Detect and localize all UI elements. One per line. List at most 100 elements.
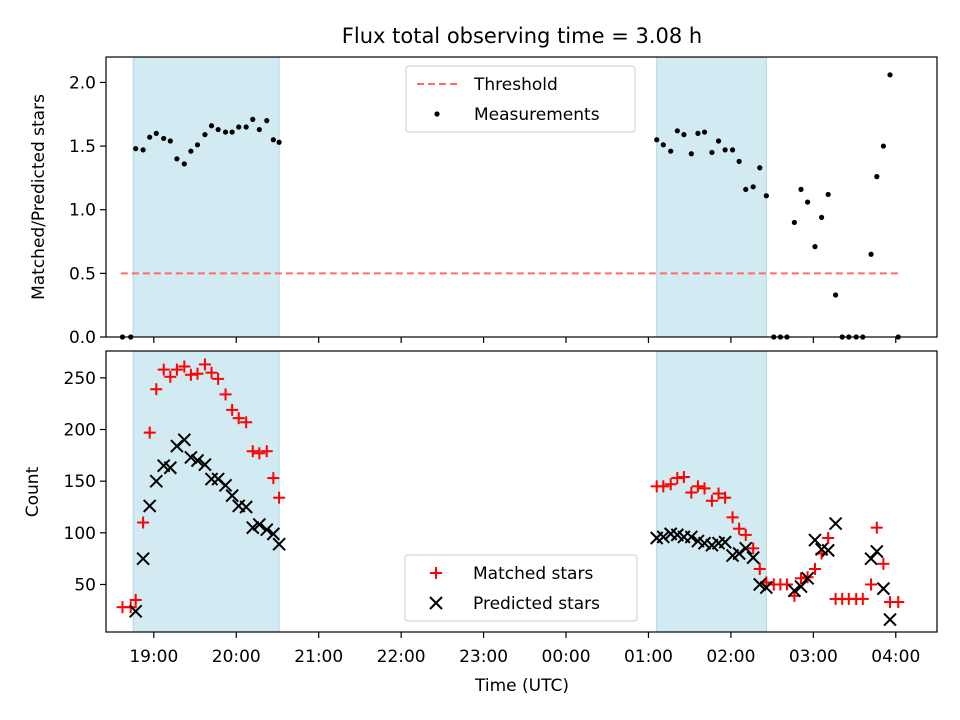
matched-star-marker	[877, 557, 890, 570]
measurement-point	[229, 129, 235, 135]
predicted-star-marker	[787, 583, 802, 598]
measurement-point	[798, 186, 804, 192]
measurement-point	[743, 186, 749, 192]
measurement-point	[194, 142, 201, 148]
matched-star-marker	[712, 487, 725, 500]
top-y-ticks: 0.0 0.5 1.0 1.5 2.0	[69, 73, 106, 348]
top-shaded-interval	[132, 56, 280, 338]
predicted-star-marker	[732, 546, 746, 561]
measurement-point	[250, 116, 256, 122]
measurement-point	[174, 156, 180, 162]
bottom-x-tick-label: 23:00	[459, 647, 508, 667]
measurement-point	[208, 123, 215, 129]
matched-star-marker	[273, 491, 286, 504]
matched-star-marker	[253, 447, 266, 460]
legend-measurements-swatch	[434, 111, 440, 117]
matched-star-marker	[671, 472, 684, 485]
measurement-point	[874, 174, 880, 180]
predicted-star-marker	[800, 571, 815, 585]
matched-star-marker	[246, 445, 259, 458]
predicted-star-marker	[177, 433, 192, 447]
top-x-ticks	[153, 337, 897, 343]
predicted-star-marker	[870, 544, 884, 559]
matched-star-marker	[753, 562, 766, 575]
predicted-star-marker	[828, 516, 843, 531]
matched-star-marker	[232, 412, 245, 425]
measurement-point	[763, 193, 769, 199]
bottom-y-ticks: 50 100 150 200 250	[64, 369, 106, 595]
predicted-star-marker	[746, 550, 760, 565]
predicted-star-marker	[794, 579, 808, 594]
bottom-x-tick-label: 19:00	[129, 647, 178, 667]
bottom-y-tick-label: 100	[64, 524, 96, 544]
predicted-star-marker	[684, 530, 699, 544]
matched-star-marker	[691, 480, 704, 493]
matched-star-marker	[260, 445, 273, 458]
measurement-point	[825, 191, 831, 198]
predicted-star-marker	[225, 488, 239, 503]
bottom-y-axis-label: Count	[23, 466, 43, 517]
measurement-point	[147, 134, 153, 140]
measurement-point	[887, 72, 893, 78]
top-legend: Threshold Measurements	[405, 65, 636, 133]
measurement-point	[276, 139, 282, 145]
matched-star-marker	[219, 388, 232, 401]
predicted-star-marker	[246, 520, 260, 535]
matched-star-marker	[865, 578, 878, 591]
predicted-star-marker	[808, 533, 822, 547]
matched-star-marker	[267, 472, 280, 485]
predicted-star-marker	[821, 543, 835, 558]
measurement-point	[202, 132, 208, 138]
matched-star-marker	[705, 494, 718, 507]
matched-star-marker	[822, 531, 835, 544]
measurement-point	[140, 147, 146, 153]
bottom-axes-frame	[105, 350, 938, 633]
predicted-star-marker	[753, 577, 767, 592]
bottom-y-tick-label: 250	[64, 369, 96, 389]
measurement-point	[791, 219, 797, 226]
measurement-point	[722, 147, 728, 153]
matched-star-marker	[240, 416, 253, 429]
bottom-x-tick-label: 03:00	[789, 647, 838, 667]
legend-predicted-label: Predicted stars	[473, 594, 600, 614]
measurement-point	[674, 128, 680, 134]
predicted-star-marker	[149, 474, 163, 488]
bottom-y-tick-label: 200	[64, 421, 96, 441]
measurement-point	[701, 129, 708, 135]
legend-measurements-label: Measurements	[474, 105, 600, 125]
bottom-x-tick-label: 01:00	[624, 647, 673, 667]
bottom-x-tick-label: 20:00	[212, 647, 261, 667]
predicted-star-marker	[876, 581, 891, 596]
top-y-tick-label: 2.0	[69, 73, 96, 93]
matched-star-marker	[747, 542, 760, 555]
matched-star-marker	[856, 592, 869, 605]
matched-star-marker	[892, 596, 905, 609]
matched-star-marker	[178, 360, 191, 373]
matched-star-marker	[719, 491, 732, 504]
measurement-point	[695, 130, 701, 136]
measurement-point	[167, 138, 173, 144]
predicted-star-marker	[266, 527, 281, 541]
measurement-point	[188, 148, 194, 154]
measurement-point	[750, 184, 756, 190]
top-y-tick-label: 1.0	[69, 201, 96, 221]
matched-star-marker	[212, 372, 225, 385]
matched-star-marker	[184, 368, 197, 381]
predicted-star-marker	[198, 457, 212, 472]
x-axis-label: Time (UTC)	[474, 676, 569, 696]
predicted-star-marker	[883, 612, 897, 627]
bottom-x-tick-label: 21:00	[294, 647, 343, 667]
predicted-star-marker	[128, 604, 143, 619]
matched-star-marker	[657, 480, 670, 493]
predicted-star-marker	[260, 523, 274, 537]
measurement-point	[668, 148, 674, 154]
predicted-star-marker	[739, 541, 753, 556]
measurement-point	[688, 151, 694, 157]
matched-star-marker	[137, 516, 150, 529]
legend-matched-swatch	[430, 567, 442, 579]
bottom-x-ticks: 19:00 20:00 21:00 22:00 23:00 00:00 01:00 02:00…	[129, 632, 920, 667]
matched-star-marker	[780, 578, 793, 591]
matched-star-marker	[685, 486, 698, 499]
predicted-star-marker	[218, 478, 233, 493]
